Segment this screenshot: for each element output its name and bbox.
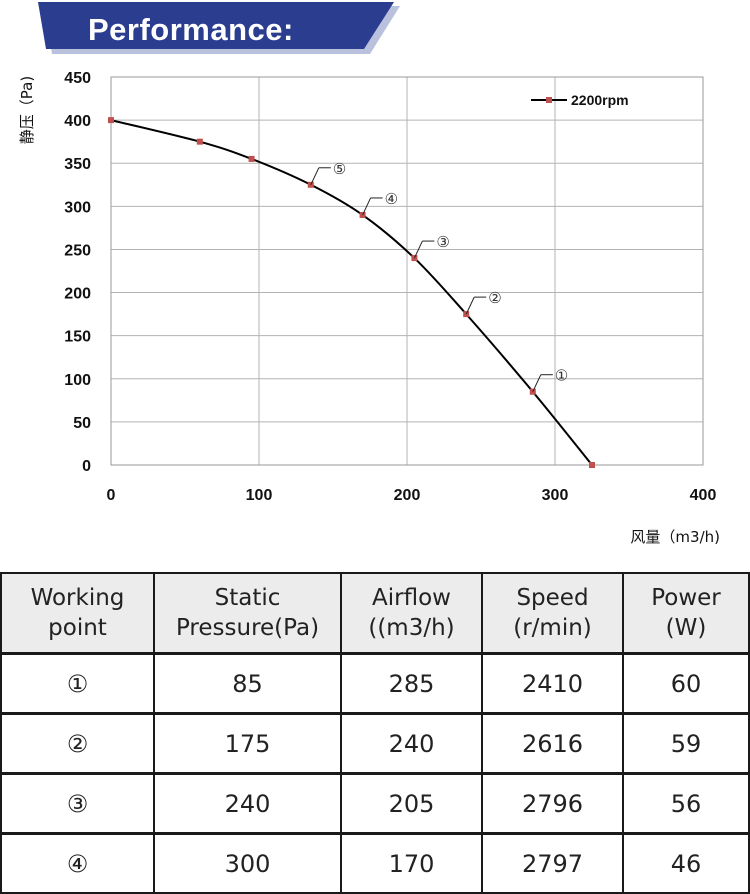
table-cell: 285 [340,652,483,715]
leader-line-2 [465,296,475,315]
x-axis-ticks: 0 100 200 300 400 [107,487,717,504]
leader-line-3 [413,240,423,259]
table-cell: 205 [340,772,483,835]
data-point-1 [196,138,203,145]
table-cell: 240 [153,772,342,835]
y-tick-150: 150 [64,329,91,346]
table-cell: 56 [622,772,750,835]
table-row: ④ 300 170 2797 46 [0,832,750,894]
table-row: ③ 240 205 2796 56 [0,772,750,835]
leader-line-5 [310,167,320,185]
column-header: Static Pressure(Pa) [153,572,342,655]
working-point-label: ⑤ [333,160,346,178]
y-tick-200: 200 [64,286,91,303]
table-cell: 85 [153,652,342,715]
column-header: Power (W) [622,572,750,655]
working-point-label: ④ [385,190,398,208]
y-tick-0: 0 [82,458,91,475]
y-tick-250: 250 [64,242,91,259]
table-cell: 59 [622,712,750,775]
data-point-8 [589,462,595,468]
column-header: Speed (r/min) [481,572,624,655]
table-cell: ③ [0,772,155,835]
performance-chart: 0 50 100 150 200 250 300 350 400 450 0 100 200 300 40… [18,70,720,546]
data-point-0 [108,117,114,124]
y-tick-350: 350 [64,156,91,173]
working-point-label: ① [555,367,568,385]
table-row: ② 175 240 2616 59 [0,712,750,775]
working-point-annotations: ① ② ③ ④ ⑤ [310,160,568,392]
table-cell: 60 [622,652,750,715]
table-cell: ④ [0,832,155,894]
banner-shape [38,2,400,54]
table-cell: 2616 [481,712,624,775]
data-point-6 [463,311,470,318]
legend-marker [546,97,552,103]
plot-frame [110,76,704,466]
table-row: ① 85 285 2410 60 [0,652,750,715]
y-tick-100: 100 [64,372,91,389]
y-axis-title: 静压（Pa) [18,76,36,144]
y-tick-400: 400 [64,113,91,130]
y-tick-300: 300 [64,199,91,216]
performance-banner: Performance: [0,0,750,58]
table-cell: 2797 [481,832,624,894]
series-curve [110,119,593,466]
table-cell: 170 [340,832,483,894]
y-axis-ticks: 0 50 100 150 200 250 300 350 400 450 [64,70,91,475]
table-cell: 175 [153,712,342,775]
table-header-row: Working point Static Pressure(Pa) Airflow ((m… [0,572,750,655]
performance-table: Working point Static Pressure(Pa) Airflow ((m… [0,572,750,894]
column-header: Working point [0,572,155,655]
working-point-label: ② [488,289,501,307]
x-axis-title: 风量（m3/h) [630,528,720,546]
x-tick-0: 0 [107,487,116,504]
chart-grid [111,77,703,465]
table-cell: 2796 [481,772,624,835]
table-cell: 300 [153,832,342,894]
leader-line-4 [362,197,372,216]
y-tick-50: 50 [73,415,91,432]
x-tick-100: 100 [246,487,273,504]
data-point-2 [248,155,255,162]
data-table: Working point Static Pressure(Pa) Airflow ((m… [0,572,750,894]
plot-border [110,76,704,466]
table-cell: 2410 [481,652,624,715]
leader-line-1 [532,374,542,392]
table-cell: ② [0,712,155,775]
x-tick-400: 400 [690,487,717,504]
series-line-2200rpm [110,119,593,466]
y-tick-450: 450 [64,70,91,87]
x-tick-200: 200 [394,487,421,504]
column-header: Airflow ((m3/h) [340,572,483,655]
working-point-label: ③ [436,233,449,251]
table-cell: ① [0,652,155,715]
table-cell: 46 [622,832,750,894]
chart-legend: 2200rpm [531,92,629,108]
x-tick-300: 300 [542,487,569,504]
table-cell: 240 [340,712,483,775]
banner-title: Performance: [88,12,294,47]
legend-label: 2200rpm [571,92,629,108]
